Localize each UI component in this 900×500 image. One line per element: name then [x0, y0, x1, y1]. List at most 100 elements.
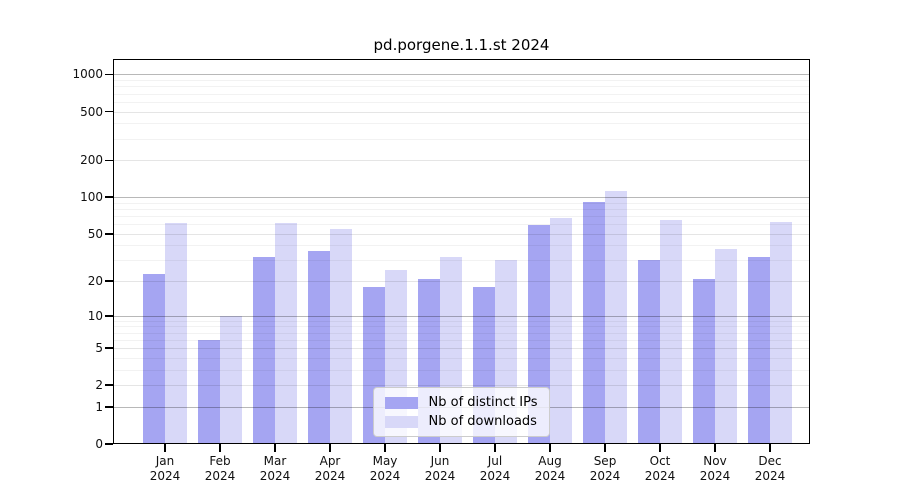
legend-label: Nb of downloads — [428, 414, 537, 429]
gridline-minor — [113, 93, 810, 95]
x-tick-mark — [714, 444, 716, 452]
x-tick-mark — [769, 444, 771, 452]
x-tick-mark — [164, 444, 166, 452]
y-tick-mark — [105, 384, 113, 387]
x-tick-label: Jun 2024 — [424, 454, 456, 483]
gridline-decade — [113, 197, 810, 199]
gridline-minor — [113, 80, 810, 82]
bar-nb-of-downloads-dec — [770, 222, 792, 444]
y-tick-mark — [105, 406, 113, 408]
bar-nb-of-distinct-ips-nov — [693, 278, 715, 444]
chart-title: pd.porgene.1.1.st 2024 — [373, 36, 550, 54]
legend-item: Nb of downloads — [384, 414, 538, 429]
bar-nb-of-downloads-mar — [275, 223, 297, 444]
bar-nb-of-distinct-ips-feb — [198, 339, 220, 444]
y-tick-mark — [105, 159, 113, 162]
x-tick-label: Sep 2024 — [589, 454, 621, 483]
y-tick-label: 5 — [95, 341, 103, 356]
legend-swatch — [384, 415, 418, 428]
gridline-minor — [113, 138, 810, 140]
y-tick-label: 1 — [95, 399, 103, 414]
x-tick-mark — [384, 444, 386, 452]
x-tick-mark — [329, 444, 331, 452]
y-tick-mark — [105, 110, 113, 113]
x-tick-label: Oct 2024 — [644, 454, 676, 483]
y-tick-mark — [105, 443, 113, 445]
x-tick-mark — [604, 444, 606, 452]
x-tick-label: Mar 2024 — [259, 454, 291, 483]
legend-swatch — [384, 396, 418, 409]
y-tick-label: 500 — [80, 104, 103, 119]
bar-nb-of-distinct-ips-oct — [638, 260, 660, 444]
gridline-minor — [113, 260, 810, 262]
bar-nb-of-downloads-apr — [330, 228, 352, 444]
x-tick-mark — [219, 444, 221, 452]
x-tick-mark — [659, 444, 661, 452]
gridline-minor — [113, 208, 810, 210]
y-tick-mark — [105, 232, 113, 235]
gridline-minor — [113, 224, 810, 226]
gridline — [113, 385, 810, 387]
gridline-minor — [113, 123, 810, 125]
gridline-minor — [113, 216, 810, 218]
y-tick-label: 10 — [87, 308, 103, 323]
gridline-minor — [113, 86, 810, 88]
y-tick-label: 1000 — [72, 67, 103, 82]
bar-nb-of-distinct-ips-mar — [253, 257, 275, 444]
gridline-decade — [113, 74, 810, 76]
y-tick-label: 2 — [95, 378, 103, 393]
bar-nb-of-distinct-ips-apr — [308, 250, 330, 444]
gridline — [113, 233, 810, 235]
x-tick-label: May 2024 — [369, 454, 401, 483]
bar-nb-of-downloads-sep — [605, 190, 627, 444]
bar-nb-of-downloads-feb — [220, 315, 242, 444]
x-tick-label: Nov 2024 — [699, 454, 731, 483]
x-tick-label: Feb 2024 — [204, 454, 236, 483]
bar-nb-of-downloads-aug — [550, 217, 572, 444]
gridline-minor — [113, 320, 810, 322]
x-tick-mark — [494, 444, 496, 452]
x-tick-label: Apr 2024 — [314, 454, 346, 483]
bar-nb-of-distinct-ips-sep — [583, 202, 605, 444]
x-tick-label: Dec 2024 — [754, 454, 786, 483]
gridline-minor — [113, 357, 810, 359]
gridline-minor — [113, 326, 810, 328]
y-tick-label: 200 — [80, 153, 103, 168]
legend-label: Nb of distinct IPs — [428, 395, 538, 410]
x-tick-mark — [549, 444, 551, 452]
y-tick-label: 100 — [80, 190, 103, 205]
y-tick-mark — [105, 280, 113, 282]
bar-nb-of-downloads-jan — [165, 223, 187, 444]
y-tick-label: 50 — [87, 226, 103, 241]
legend: Nb of distinct IPs Nb of downloads — [372, 387, 551, 437]
y-tick-label: 0 — [95, 437, 103, 451]
gridline-minor — [113, 202, 810, 204]
gridline — [113, 348, 810, 350]
bar-nb-of-distinct-ips-jan — [143, 274, 165, 444]
x-tick-mark — [274, 444, 276, 452]
gridline-minor — [113, 101, 810, 103]
y-tick-mark — [105, 73, 113, 76]
plot-area: Nb of distinct IPs Nb of downloads 0 1 2 5 10… — [72, 59, 810, 483]
bar-nb-of-distinct-ips-dec — [748, 257, 770, 444]
x-tick-label: Jul 2024 — [479, 454, 511, 483]
x-tick-label: Aug 2024 — [534, 454, 566, 483]
gridline-minor — [113, 339, 810, 341]
gridline — [113, 111, 810, 113]
legend-item: Nb of distinct IPs — [384, 395, 538, 410]
x-tick-label: Jan 2024 — [149, 454, 181, 483]
gridline-decade — [113, 315, 810, 317]
y-tick-mark — [105, 196, 113, 198]
bar-nb-of-downloads-oct — [660, 219, 682, 444]
bar-nb-of-downloads-nov — [715, 249, 737, 444]
gridline-minor — [113, 332, 810, 334]
gridline — [113, 160, 810, 162]
gridline — [113, 281, 810, 283]
y-tick-label: 20 — [87, 274, 103, 289]
y-tick-mark — [105, 314, 113, 317]
y-tick-mark — [105, 347, 113, 349]
gridline-minor — [113, 245, 810, 247]
gridline-minor — [113, 369, 810, 371]
x-tick-mark — [439, 444, 441, 452]
